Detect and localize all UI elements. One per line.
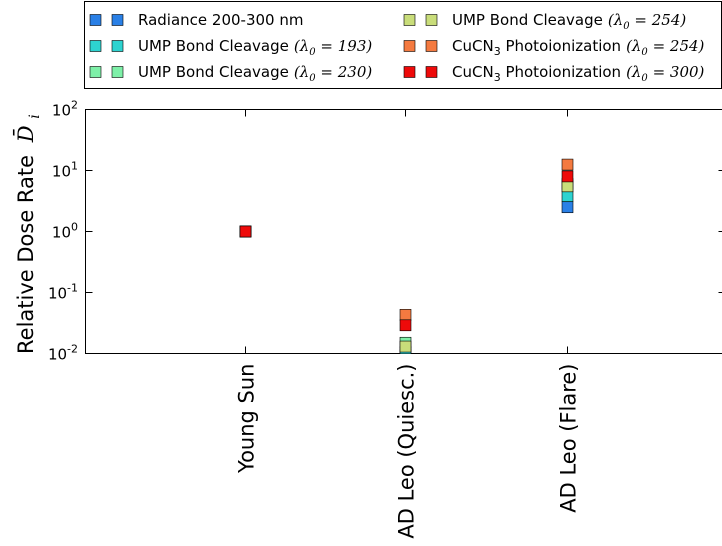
legend-label-lambda: (λ bbox=[294, 37, 309, 55]
legend-swatch bbox=[111, 14, 124, 26]
legend-label-lambda-sub: 0 bbox=[641, 47, 648, 58]
legend-label: CuCN3 Photoionization (λ0 = 300) bbox=[452, 63, 705, 84]
legend-label-lambda: (λ bbox=[626, 63, 641, 81]
legend-label-name: CuCN bbox=[452, 37, 494, 55]
y-tick-label: 101 bbox=[52, 160, 78, 181]
legend-label-name: Radiance 200-300 nm bbox=[138, 11, 303, 29]
legend-label-name: CuCN bbox=[452, 63, 494, 81]
y-axis-label-math: D̄ bbox=[13, 125, 38, 143]
legend-label-lambda: (λ bbox=[608, 11, 623, 29]
y-tick-label: 100 bbox=[52, 221, 78, 242]
x-tick-label: AD Leo (Flare) bbox=[557, 364, 581, 513]
data-point bbox=[399, 340, 412, 353]
legend-label-suffix: Photoionization bbox=[501, 37, 621, 55]
legend-swatch bbox=[403, 40, 416, 52]
legend-label: UMP Bond Cleavage (λ0 = 254) bbox=[452, 11, 686, 32]
legend-label-lambda-val: = 193) bbox=[316, 37, 373, 55]
data-point bbox=[399, 309, 412, 321]
legend-label-lambda-sub: 0 bbox=[641, 73, 648, 84]
y-tick-label: 10-2 bbox=[48, 343, 78, 364]
legend-label-lambda: (λ bbox=[294, 63, 309, 81]
legend-label-lambda-sub: 0 bbox=[309, 47, 316, 58]
data-point bbox=[561, 201, 574, 214]
legend-swatch bbox=[425, 14, 438, 26]
legend-label-lambda-sub: 0 bbox=[623, 21, 630, 32]
legend-label: UMP Bond Cleavage (λ0 = 230) bbox=[138, 63, 372, 84]
y-tick-label: 10-1 bbox=[48, 282, 78, 303]
y-tick-label-exp: 1 bbox=[71, 160, 78, 173]
data-point bbox=[561, 158, 574, 171]
legend-swatch bbox=[425, 66, 438, 78]
y-axis-label-text: Relative Dose Rate bbox=[14, 155, 38, 354]
legend-swatch bbox=[403, 66, 416, 78]
legend-label-suffix: Photoionization bbox=[501, 63, 621, 81]
legend-label: Radiance 200-300 nm bbox=[138, 11, 303, 29]
legend-swatch bbox=[111, 40, 124, 52]
legend-swatch bbox=[111, 66, 124, 78]
data-point bbox=[561, 190, 574, 202]
legend-label-name: UMP Bond Cleavage bbox=[138, 63, 289, 81]
y-tick-label-exp: -1 bbox=[67, 282, 78, 295]
x-tick-label: Young Sun bbox=[235, 364, 259, 474]
y-tick-label-exp: -2 bbox=[67, 343, 78, 356]
data-point bbox=[239, 225, 252, 238]
legend-swatch bbox=[89, 66, 102, 78]
x-axis: Young Sun AD Leo (Quiesc.) AD Leo (Flare) bbox=[235, 109, 581, 539]
legend-label-sub: 3 bbox=[494, 45, 501, 58]
y-tick-label-base: 10 bbox=[52, 224, 71, 242]
legend-label-name: UMP Bond Cleavage bbox=[138, 37, 289, 55]
legend: Radiance 200-300 nm UMP Bond Cleavage (λ0 … bbox=[89, 11, 705, 84]
y-axis-label-sub: i bbox=[27, 114, 43, 118]
data-point bbox=[399, 319, 412, 332]
data-markers bbox=[239, 158, 574, 354]
legend-label-lambda-val: = 230) bbox=[316, 63, 373, 81]
legend-label-sub: 3 bbox=[494, 71, 501, 84]
legend-swatch bbox=[425, 40, 438, 52]
y-tick-label-exp: 2 bbox=[71, 99, 78, 112]
legend-box bbox=[84, 1, 722, 89]
y-tick-label-base: 10 bbox=[52, 102, 71, 120]
legend-label-lambda: (λ bbox=[626, 37, 641, 55]
legend-label-name: UMP Bond Cleavage bbox=[452, 11, 603, 29]
legend-label-lambda-sub: 0 bbox=[309, 73, 316, 84]
legend-swatch bbox=[403, 14, 416, 26]
legend-swatch bbox=[89, 40, 102, 52]
data-point bbox=[561, 170, 574, 183]
y-tick-label-base: 10 bbox=[52, 163, 71, 181]
y-tick-label-base: 10 bbox=[48, 285, 67, 303]
legend-label: CuCN3 Photoionization (λ0 = 254) bbox=[452, 37, 705, 58]
y-tick-label: 102 bbox=[52, 99, 78, 120]
x-tick-label: AD Leo (Quiesc.) bbox=[395, 364, 419, 539]
data-point bbox=[561, 180, 574, 193]
legend-label-lambda-val: = 254) bbox=[630, 11, 687, 29]
legend-swatch bbox=[89, 14, 102, 26]
y-tick-label-exp: 0 bbox=[71, 221, 78, 234]
y-tick-label-base: 10 bbox=[48, 346, 67, 364]
legend-label: UMP Bond Cleavage (λ0 = 193) bbox=[138, 37, 372, 58]
legend-label-lambda-val: = 300) bbox=[648, 63, 705, 81]
legend-label-lambda-val: = 254) bbox=[648, 37, 705, 55]
y-axis-label: Relative Dose Rate D̄ i bbox=[13, 114, 43, 354]
